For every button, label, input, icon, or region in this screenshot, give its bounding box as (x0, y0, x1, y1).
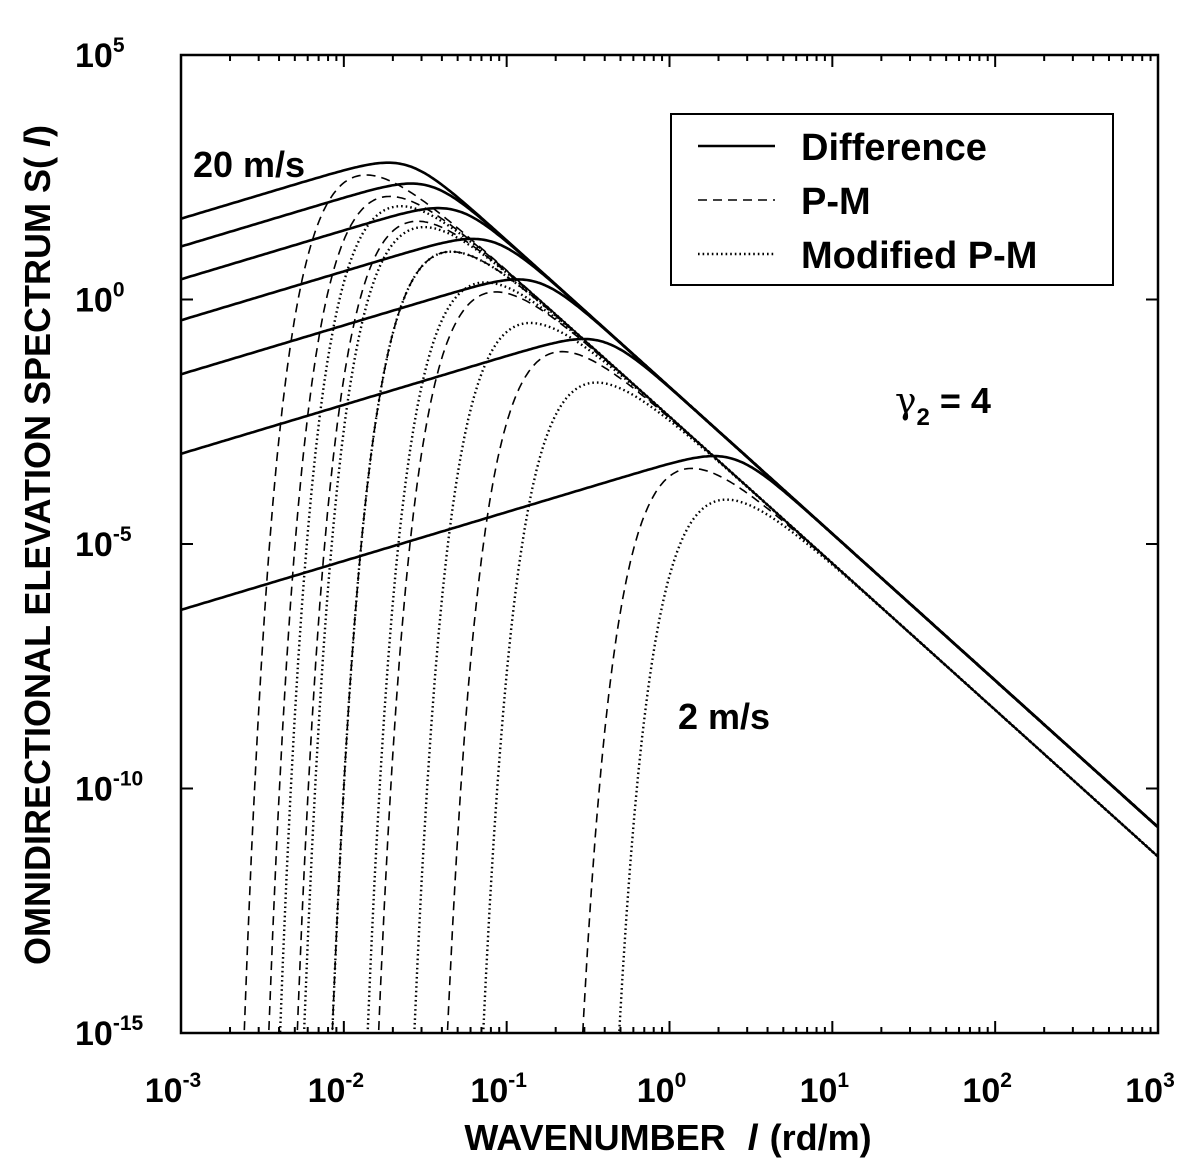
x-axis-title-symbol: l (748, 1117, 759, 1158)
y-tick-label: 10-15 (75, 1012, 144, 1053)
legend-label-pm: P-M (801, 181, 871, 223)
y-tick-label: 10-5 (75, 523, 132, 564)
y-axis-title-prefix: OMNIDIRECTIONAL ELEVATION SPECTRUM S( (17, 157, 58, 965)
pm-curve-5ms (446, 350, 1158, 1033)
modified-pm-curve-17ms (302, 225, 1158, 1033)
x-tick-label: 100 (637, 1069, 687, 1110)
plot-frame (179, 53, 1160, 1035)
label-2-ms: 2 m/s (678, 696, 770, 737)
difference-curve-20ms (181, 161, 1158, 829)
y-tick-label: 100 (75, 279, 125, 320)
curve-layer (181, 161, 1158, 1033)
modified-pm-curve-5ms (482, 381, 1158, 1033)
y-tick-label: 105 (75, 34, 125, 75)
y-axis-title-symbol: l (17, 136, 58, 147)
x-tick-label: 102 (962, 1069, 1012, 1110)
pm-curve-17ms (267, 195, 1158, 1033)
x-axis-title: WAVENUMBER l (rd/m) (464, 1117, 871, 1158)
label-20-ms: 20 m/s (193, 144, 305, 185)
y-axis-title-suffix: ) (17, 125, 58, 137)
pm-curve-20ms (243, 174, 1158, 1033)
x-axis-title-suffix: (rd/m) (770, 1117, 872, 1158)
legend: Difference P-M Modified P-M (670, 113, 1114, 286)
pm-curve-14ms (296, 220, 1158, 1033)
pm-curve-2ms (581, 467, 1158, 1033)
gamma-annotation: γ2 = 4 (895, 380, 991, 431)
modified-pm-curve-8ms (413, 321, 1158, 1033)
y-tick-labels: 10-15 10-10 10-5 100 105 (75, 34, 144, 1053)
x-tick-label: 103 (1125, 1069, 1175, 1110)
gamma-value: = 4 (930, 380, 991, 421)
difference-curve-11ms (181, 237, 1158, 829)
y-axis-title: OMNIDIRECTIONAL ELEVATION SPECTRUM S( l) (17, 125, 58, 965)
difference-curve-2ms (181, 454, 1158, 829)
x-tick-label: 10-1 (470, 1069, 527, 1110)
x-tick-label: 10-3 (145, 1069, 202, 1110)
pm-curve-8ms (377, 291, 1158, 1033)
modified-pm-curve-2ms (617, 498, 1158, 1033)
gamma-symbol: γ (895, 381, 917, 422)
x-tick-label: 10-2 (308, 1069, 365, 1110)
legend-label-difference: Difference (801, 127, 987, 169)
y-tick-label: 10-10 (75, 768, 143, 809)
gamma-subscript: 2 (917, 404, 930, 431)
x-axis-title-prefix: WAVENUMBER (464, 1117, 725, 1158)
x-tick-label: 101 (800, 1069, 850, 1110)
modified-pm-curve-11ms (366, 281, 1158, 1033)
modified-pm-curve-20ms (278, 205, 1158, 1033)
legend-label-modified-pm: Modified P-M (801, 235, 1037, 277)
x-tick-labels: 10-3 10-2 10-1 100 101 102 103 (145, 1069, 1175, 1110)
